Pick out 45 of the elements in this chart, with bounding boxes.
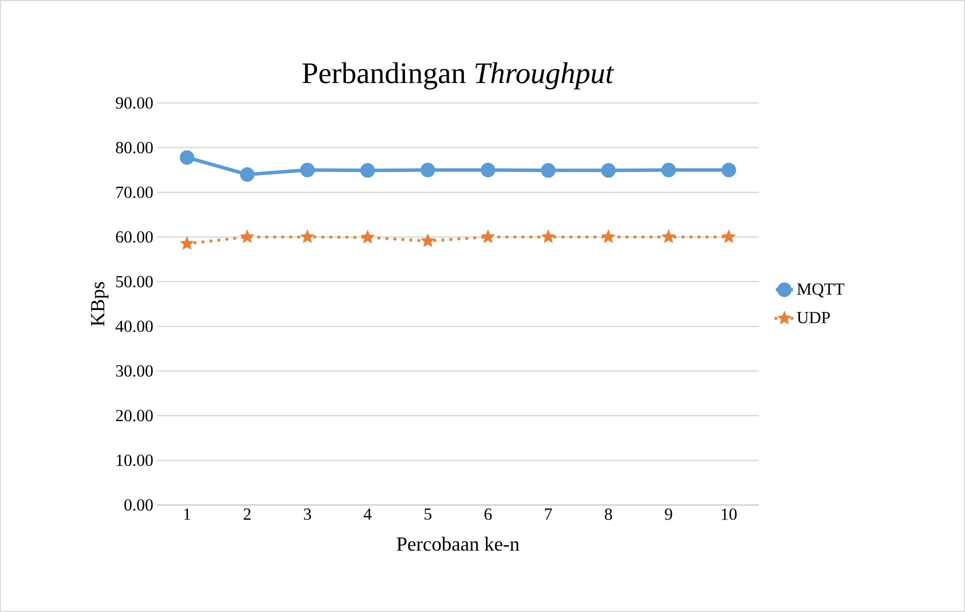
point <box>360 230 375 244</box>
y-tick-label: 60.00 <box>116 231 153 243</box>
point <box>180 150 194 165</box>
point <box>360 163 375 178</box>
point <box>541 230 556 243</box>
point <box>662 230 676 243</box>
point <box>540 163 556 178</box>
x-tick-label: 5 <box>424 508 432 520</box>
x-tick-label: 2 <box>244 508 251 520</box>
x-tick-label: 8 <box>604 508 612 520</box>
y-tick-label: 20.00 <box>116 410 153 422</box>
point <box>240 230 254 243</box>
point <box>481 230 495 243</box>
y-tick-label: 0.00 <box>124 499 153 511</box>
point <box>300 162 315 178</box>
chart-title: Perbandingan Throughput <box>302 62 614 90</box>
point <box>480 162 496 178</box>
point <box>180 236 194 250</box>
y-tick-label: 30.00 <box>116 365 153 377</box>
point <box>722 162 736 178</box>
legend-label: MQTT <box>797 283 844 298</box>
y-tick-label: 10.00 <box>116 454 153 466</box>
point <box>420 162 436 178</box>
point <box>240 167 254 182</box>
x-tick-label: 6 <box>484 508 492 520</box>
x-tick-label: 1 <box>184 508 190 520</box>
y-tick-label: 90.00 <box>116 97 153 109</box>
y-tick-label: 70.00 <box>116 186 153 198</box>
x-tick-label: 4 <box>364 508 372 520</box>
point <box>722 230 736 243</box>
x-axis-title: Percobaan ke-n <box>396 536 520 551</box>
point <box>601 163 616 178</box>
y-tick-label: 40.00 <box>116 320 153 332</box>
x-tick-label: 10 <box>722 508 737 520</box>
point <box>661 162 676 178</box>
x-tick-label: 3 <box>304 508 311 520</box>
point <box>602 230 616 243</box>
y-tick-label: 50.00 <box>116 276 153 288</box>
point <box>420 234 435 247</box>
point <box>300 230 314 243</box>
x-tick-label: 7 <box>545 508 552 520</box>
legend-label: UDP <box>797 312 830 324</box>
y-axis-title: KBps <box>91 282 108 326</box>
y-tick-label: 80.00 <box>116 142 153 154</box>
x-tick-label: 9 <box>664 508 672 520</box>
